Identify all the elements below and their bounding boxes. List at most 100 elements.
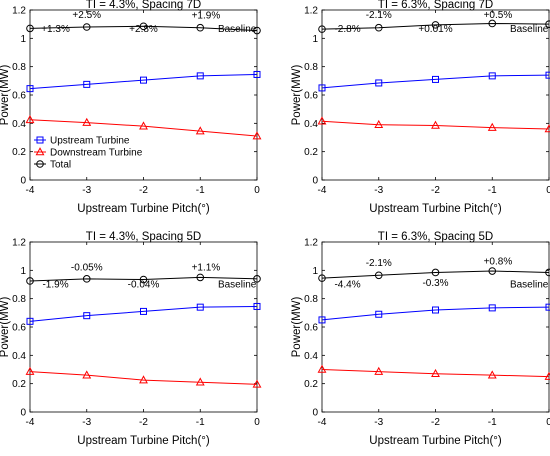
y-tick-label: 1 — [20, 266, 26, 277]
annotation-label: +2.5% — [72, 10, 101, 21]
y-tick-label: 0.4 — [12, 351, 26, 362]
upstream-turbine-point — [253, 70, 261, 78]
downstream-turbine-point — [25, 114, 35, 124]
x-tick-label: -2 — [139, 185, 148, 196]
annotation-label: -2.1% — [366, 258, 392, 269]
y-tick-label: 0 — [312, 176, 318, 187]
y-tick-label: 0.8 — [304, 294, 318, 305]
x-tick-label: -1 — [488, 185, 497, 196]
chart-title: TI = 6.3%, Spacing 7D — [378, 0, 493, 11]
upstream-turbine-point — [488, 72, 496, 80]
total-point — [196, 23, 205, 32]
y-axis-label: Power(MW) — [291, 296, 303, 357]
x-tick-label: -4 — [26, 417, 35, 428]
x-tick-label: -1 — [196, 417, 205, 428]
total-point — [139, 22, 148, 31]
x-axis-label: Upstream Turbine Pitch(°) — [369, 435, 502, 447]
x-tick-label: -3 — [374, 185, 383, 196]
downstream-turbine-line — [29, 119, 258, 137]
total-line — [29, 25, 258, 32]
annotation-label: +1.1% — [192, 262, 221, 273]
downstream-turbine-point — [487, 370, 497, 379]
upstream-turbine-point — [196, 72, 204, 80]
y-tick-label: 0.8 — [12, 62, 26, 73]
y-tick-label: 0.4 — [304, 351, 318, 362]
y-tick-label: 0 — [312, 408, 318, 419]
total-point — [545, 20, 550, 28]
y-tick-label: 0.8 — [304, 62, 318, 73]
upstream-turbine-point — [26, 317, 34, 325]
plot-area — [321, 9, 550, 181]
upstream-turbine-point — [140, 307, 147, 315]
total-line — [321, 22, 550, 30]
downstream-turbine-point — [544, 124, 550, 133]
x-tick-label: -1 — [488, 417, 497, 428]
chart-panel-2: TI = 6.3%, Spacing 7D -4 -3 -2 -1 0 0 0.2 0.4 0.6… — [291, 0, 550, 215]
upstream-turbine-point — [318, 316, 326, 324]
downstream-turbine-point — [544, 371, 550, 380]
upstream-turbine-point — [375, 79, 383, 87]
y-tick-label: 0.6 — [12, 323, 26, 334]
y-tick-label: 0.6 — [12, 91, 26, 102]
total-point — [26, 277, 34, 285]
legend-marker — [36, 136, 44, 144]
chart-panel-1: TI = 4.3%, Spacing 7D -4 -3 -2 -1 0 0 0.2 0.4 0.6… — [0, 0, 262, 215]
downstream-turbine-point — [252, 379, 262, 388]
y-tick-label: 0.2 — [12, 379, 26, 390]
legend-label: Total — [50, 160, 71, 171]
total-point — [318, 274, 326, 282]
total-point — [374, 23, 383, 32]
x-tick-label: -4 — [318, 417, 327, 428]
upstream-turbine-point — [83, 312, 91, 320]
x-tick-label: 0 — [254, 185, 260, 196]
total-point — [545, 268, 550, 277]
total-line — [29, 276, 258, 282]
x-tick-label: -2 — [431, 185, 440, 196]
downstream-turbine-point — [195, 377, 205, 386]
annotation-label: +0.5% — [484, 10, 513, 21]
legend-marker — [35, 147, 45, 156]
y-tick-label: 0.2 — [304, 147, 318, 158]
y-tick-label: 1.2 — [12, 238, 26, 249]
upstream-turbine-point — [83, 80, 91, 88]
y-tick-label: 0.2 — [304, 379, 318, 390]
legend-label: Downstream Turbine — [50, 148, 143, 159]
y-tick-label: 0.6 — [304, 323, 318, 334]
downstream-turbine-point — [374, 119, 384, 129]
upstream-turbine-line — [321, 306, 550, 321]
annotation-label: -4.4% — [334, 279, 360, 290]
x-tick-label: -2 — [431, 417, 440, 428]
upstream-turbine-point — [253, 302, 261, 310]
chart-panel-4: TI = 6.3%, Spacing 5D -4 -3 -2 -1 0 0 0.2 0.4 0.6… — [291, 231, 550, 447]
y-axis-label: Power(MW) — [0, 296, 11, 357]
x-tick-label: -2 — [139, 417, 148, 428]
downstream-turbine-point — [82, 370, 92, 379]
legend-label: Upstream Turbine — [50, 136, 130, 147]
y-tick-label: 0.2 — [12, 147, 26, 158]
y-tick-label: 1.2 — [304, 6, 318, 17]
chart-title: TI = 4.3%, Spacing 5D — [86, 231, 201, 243]
y-tick-label: 1 — [20, 34, 26, 45]
y-tick-label: 1 — [312, 266, 318, 277]
annotation-label: +0.01% — [418, 24, 452, 35]
downstream-turbine-point — [317, 364, 327, 373]
plot-area — [29, 9, 258, 181]
x-tick-label: 0 — [254, 417, 260, 428]
upstream-turbine-point — [196, 303, 204, 311]
x-axis-label: Upstream Turbine Pitch(°) — [77, 203, 210, 215]
total-point — [253, 26, 261, 35]
y-tick-label: 0 — [20, 176, 26, 187]
upstream-turbine-line — [29, 73, 258, 90]
downstream-turbine-line — [321, 120, 550, 130]
upstream-turbine-point — [318, 84, 326, 92]
x-axis-label: Upstream Turbine Pitch(°) — [369, 203, 502, 215]
total-point — [318, 25, 326, 33]
annotation-label: Baseline — [510, 279, 549, 290]
upstream-turbine-point — [545, 71, 550, 79]
upstream-turbine-point — [375, 310, 383, 318]
x-tick-label: -4 — [26, 185, 35, 196]
downstream-turbine-point — [195, 126, 205, 135]
x-tick-label: 0 — [546, 417, 550, 428]
